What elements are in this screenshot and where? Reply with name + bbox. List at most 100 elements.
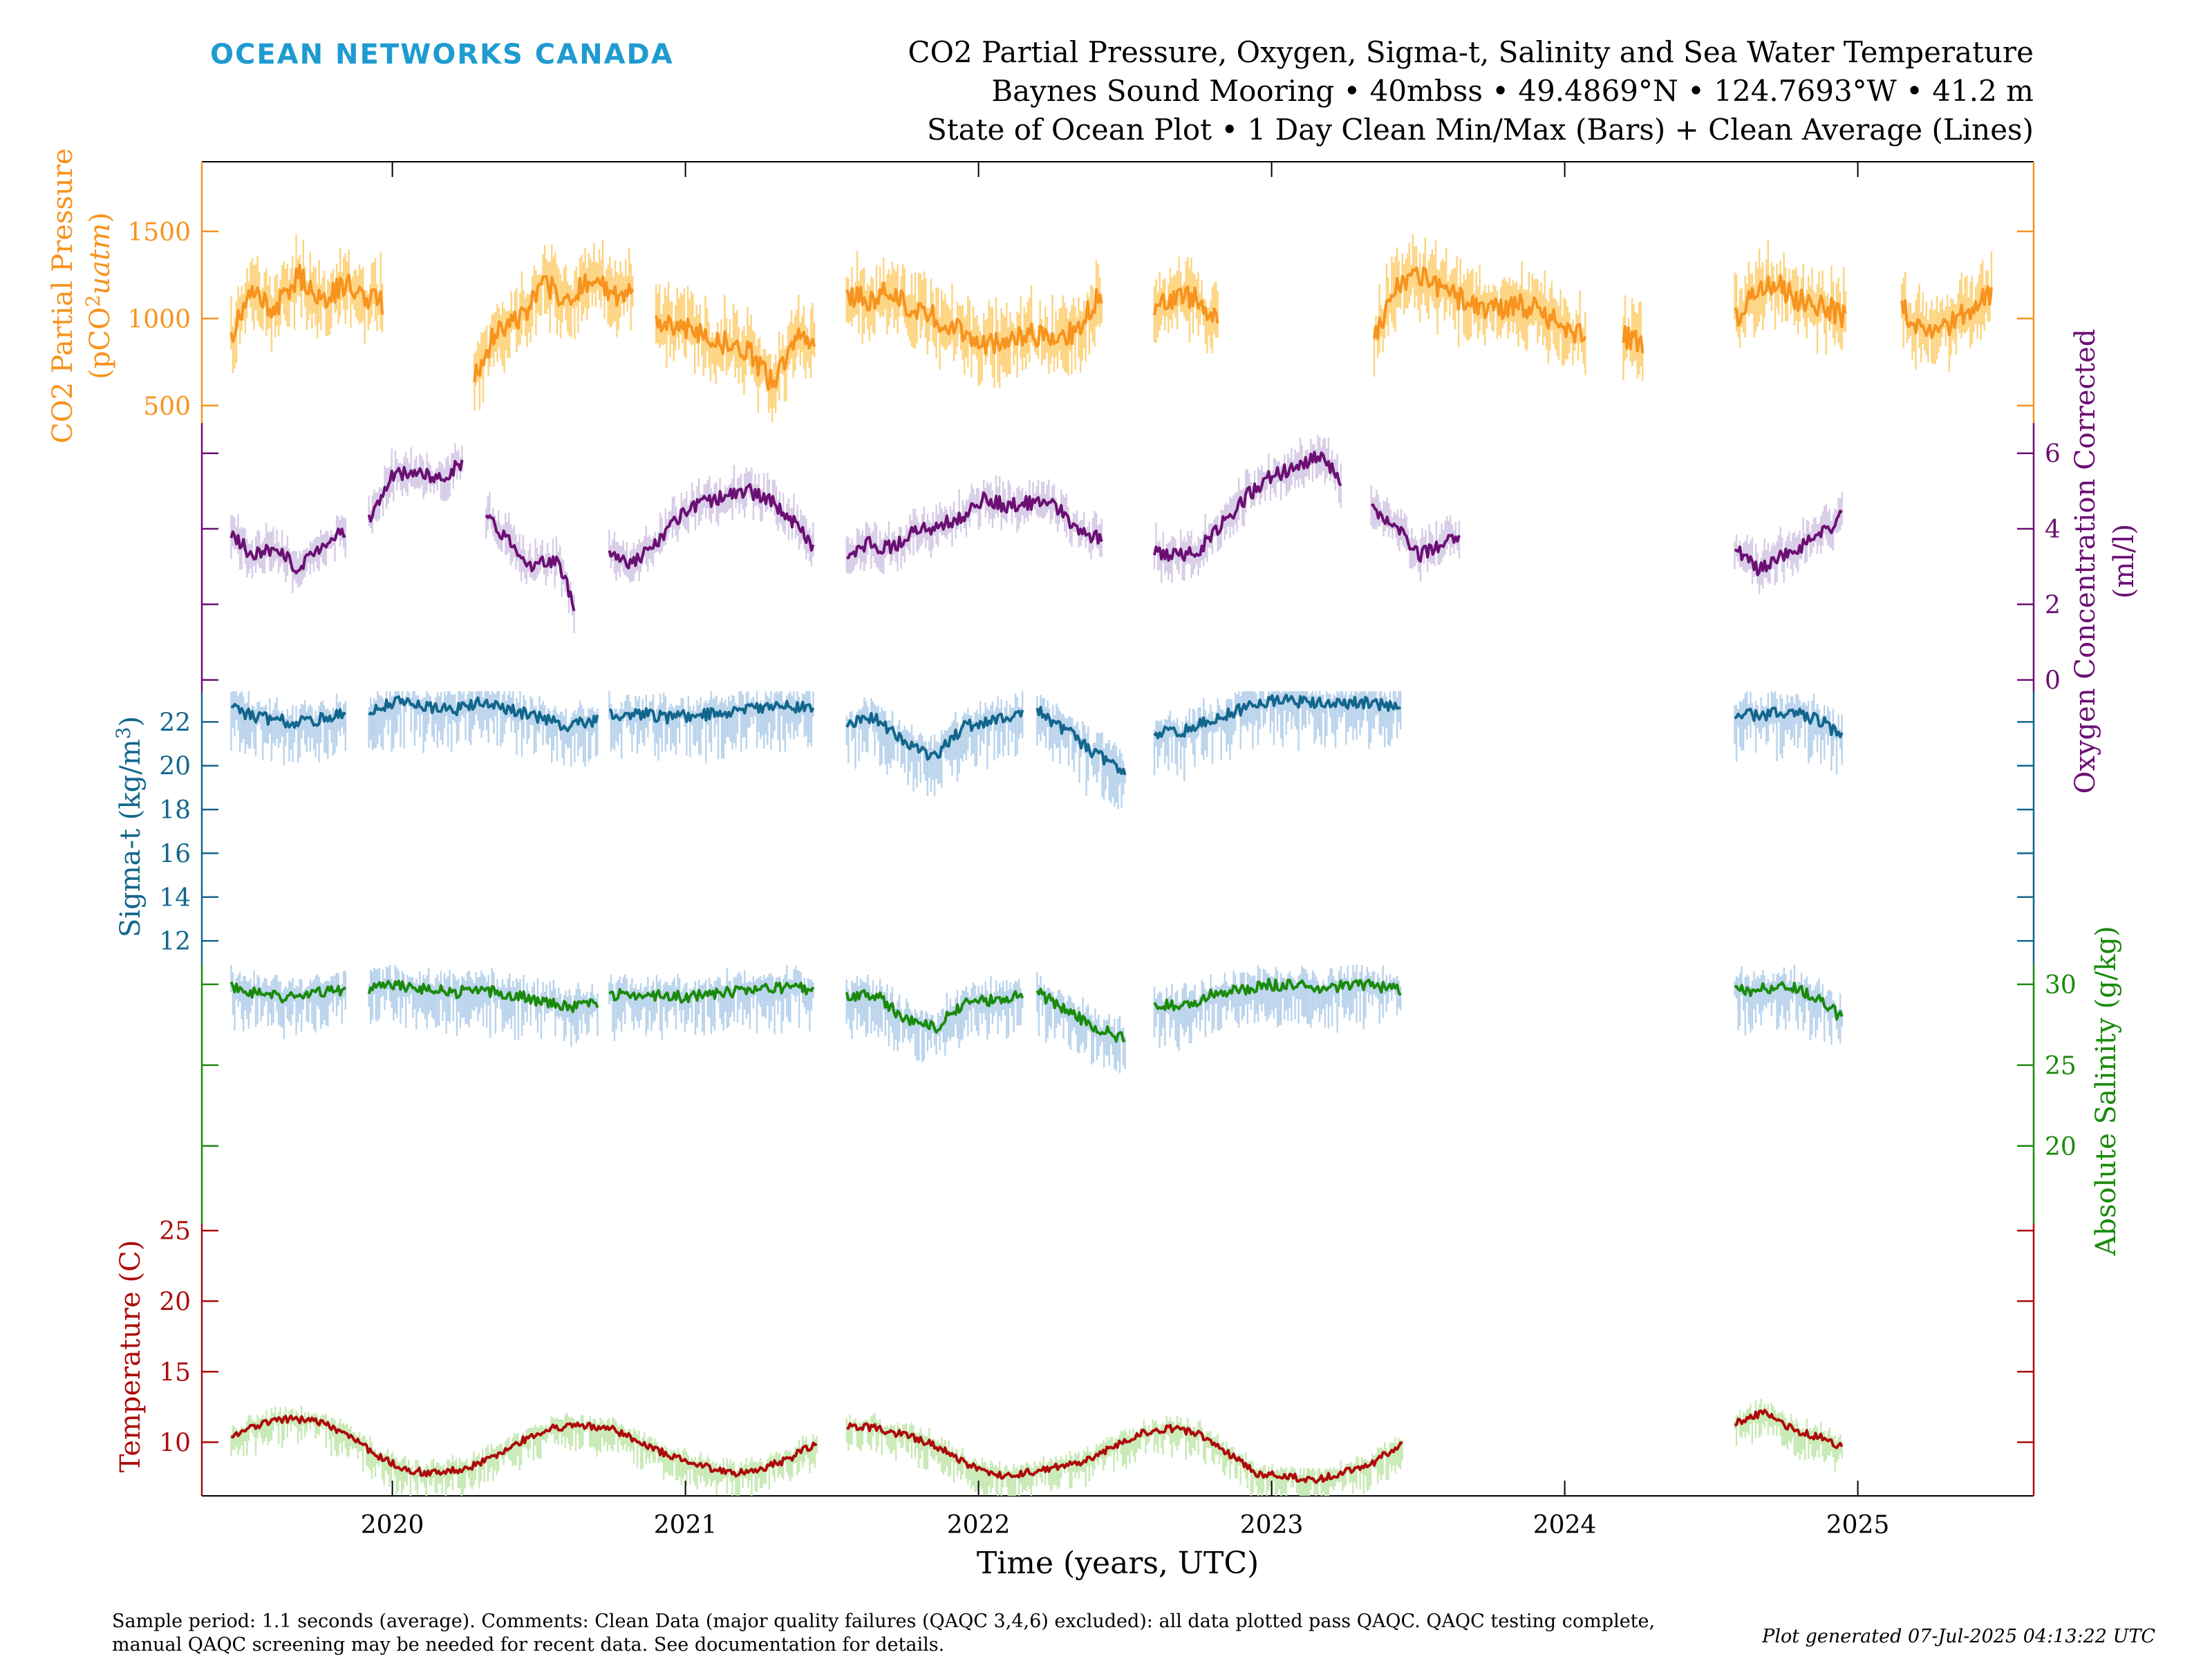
co2-y-tick-label: 1000 [127, 306, 191, 334]
sigma-t-minmax-bars-segment-2 [608, 691, 814, 764]
plot-frame [202, 161, 2034, 1497]
x-tick-label: 2025 [1826, 1511, 1890, 1539]
sigma-t-average-line-segment-6 [1734, 706, 1844, 738]
co2-average-line-segment-0 [229, 263, 384, 344]
oxygen-minmax-bars-segment-1 [368, 443, 463, 534]
chart-subtitle-description: State of Ocean Plot • 1 Day Clean Min/Ma… [927, 113, 2034, 147]
salinity-ylabel: Absolute Salinity (g/kg) [2090, 926, 2122, 1256]
footer-comment-line2: manual QAQC screening may be needed for … [112, 1634, 944, 1656]
oxygen-average-line-segment-2 [485, 514, 576, 612]
co2-y-tick-label: 500 [143, 393, 191, 421]
co2-ylabel-prefix: (pCO [84, 307, 116, 379]
sigma-ylabel: Sigma-t (kg/m3) [112, 716, 147, 937]
co2-minmax-bars-segment-5 [1373, 234, 1586, 377]
temperature-y-tick-label: 10 [159, 1429, 191, 1457]
sigma-t-y-tick-label: 14 [159, 884, 191, 912]
sigma-ylabel-main: Sigma-t (kg/m [115, 739, 147, 937]
oxygen-minmax-bars-segment-3 [608, 465, 814, 583]
oxygen-y-tick-label: 4 [2045, 516, 2061, 544]
co2-average-line-segment-1 [473, 273, 635, 382]
average-lines-layer [229, 263, 1993, 1484]
temperature-y-tick-label: 25 [159, 1217, 191, 1246]
oxygen-average-line-segment-3 [608, 482, 815, 570]
x-tick-label: 2023 [1240, 1511, 1304, 1539]
salinity-minmax-bars-segment-2 [608, 965, 814, 1042]
temperature-ylabel: Temperature (C) [115, 1240, 147, 1473]
oxygen-average-line-segment-4 [846, 491, 1103, 560]
salinity-minmax-bars-segment-6 [1734, 965, 1843, 1045]
sigma-t-minmax-bars-segment-3 [845, 691, 1024, 796]
sigma-t-average-line-segment-4 [1035, 706, 1127, 776]
co2-minmax-bars-segment-2 [655, 281, 816, 422]
sigma-ylabel-close: ) [115, 716, 147, 727]
oxygen-average-line-segment-0 [229, 527, 346, 574]
co2-ylabel-line1: CO2 Partial Pressure [47, 148, 79, 443]
co2-minmax-bars-segment-3 [845, 250, 1103, 388]
temperature-y-tick-label: 20 [159, 1288, 191, 1316]
oxygen-minmax-bars-segment-6 [1370, 485, 1461, 581]
co2-y-tick-label: 1500 [127, 218, 191, 247]
minmax-bars-layer [230, 234, 1993, 1496]
oxygen-average-line-segment-6 [1371, 503, 1461, 563]
x-tick-label: 2022 [947, 1511, 1011, 1539]
sigma-t-y-tick-label: 22 [159, 709, 191, 737]
oxygen-average-line-segment-7 [1734, 509, 1844, 577]
oxygen-y-tick-label: 0 [2045, 667, 2061, 695]
footer-comment-line1: Sample period: 1.1 seconds (average). Co… [112, 1611, 1655, 1632]
temperature-minmax-bars-segment-2 [1734, 1398, 1843, 1473]
salinity-y-tick-label: 20 [2045, 1133, 2077, 1161]
co2-average-line-segment-7 [1734, 274, 1847, 328]
co2-minmax-bars-segment-0 [230, 234, 384, 373]
salinity-average-line-segment-2 [608, 982, 815, 1004]
x-tick-label: 2021 [654, 1511, 718, 1539]
axes-layer: 5001000150002461214161820222025301015202… [127, 162, 2077, 1539]
co2-ylabel-sup: 2 [82, 294, 104, 307]
co2-average-line-segment-5 [1373, 266, 1587, 344]
sigma-t-y-tick-label: 16 [159, 840, 191, 868]
salinity-average-line-segment-1 [367, 980, 599, 1013]
chart-subtitle-location: Baynes Sound Mooring • 40mbss • 49.4869°… [991, 74, 2034, 108]
oxygen-ylabel-line1: Oxygen Concentration Corrected [2070, 329, 2101, 794]
co2-ylabel-unit: uatm [84, 223, 116, 295]
x-tick-label: 2024 [1533, 1511, 1597, 1539]
co2-average-line-segment-2 [655, 315, 816, 391]
x-axis-label: Time (years, UTC) [977, 1546, 1259, 1581]
temperature-average-line-segment-0 [230, 1414, 818, 1478]
brand-logo-text: OCEAN NETWORKS CANADA [210, 39, 674, 71]
salinity-average-line-segment-6 [1734, 981, 1844, 1021]
temperature-minmax-bars-segment-1 [845, 1413, 1403, 1496]
sigma-t-minmax-bars-segment-4 [1036, 695, 1126, 809]
sigma-t-average-line-segment-3 [845, 709, 1024, 761]
sigma-t-average-line-segment-5 [1153, 693, 1401, 740]
co2-minmax-bars-segment-8 [1900, 251, 1993, 372]
oxygen-ylabel-line2: (ml/l) [2108, 524, 2140, 599]
sigma-ylabel-sup: 3 [112, 727, 135, 740]
salinity-average-line-segment-3 [845, 988, 1024, 1034]
co2-average-line-segment-6 [1622, 325, 1644, 354]
sigma-t-y-tick-label: 20 [159, 753, 191, 781]
chart-title: CO2 Partial Pressure, Oxygen, Sigma-t, S… [908, 35, 2034, 69]
sigma-t-average-line-segment-1 [368, 695, 599, 733]
sigma-t-y-tick-label: 18 [159, 796, 191, 825]
co2-ylabel-close: ) [84, 212, 116, 223]
temperature-y-tick-label: 15 [159, 1358, 191, 1387]
salinity-y-tick-label: 30 [2045, 971, 2077, 1000]
temperature-minmax-bars-segment-0 [230, 1405, 818, 1496]
x-tick-label: 2020 [361, 1511, 424, 1539]
salinity-average-line-segment-0 [229, 981, 347, 1004]
salinity-average-line-segment-4 [1035, 987, 1125, 1043]
co2-ylabel-line2: (pCO2uatm) [82, 212, 116, 379]
temperature-average-line-segment-2 [1734, 1409, 1844, 1450]
sigma-t-average-line-segment-0 [230, 702, 346, 729]
sigma-t-average-line-segment-2 [609, 700, 815, 725]
oxygen-y-tick-label: 2 [2045, 591, 2061, 619]
co2-average-line-segment-4 [1153, 285, 1219, 324]
oxygen-average-line-segment-5 [1153, 451, 1342, 562]
plot-generated-timestamp: Plot generated 07-Jul-2025 04:13:22 UTC [1761, 1626, 2155, 1647]
co2-average-line-segment-3 [845, 281, 1103, 355]
sigma-t-minmax-bars-segment-6 [1734, 691, 1843, 775]
oxygen-minmax-bars-segment-7 [1734, 491, 1843, 594]
oxygen-y-tick-label: 6 [2045, 440, 2061, 469]
salinity-minmax-bars-segment-0 [230, 965, 346, 1040]
